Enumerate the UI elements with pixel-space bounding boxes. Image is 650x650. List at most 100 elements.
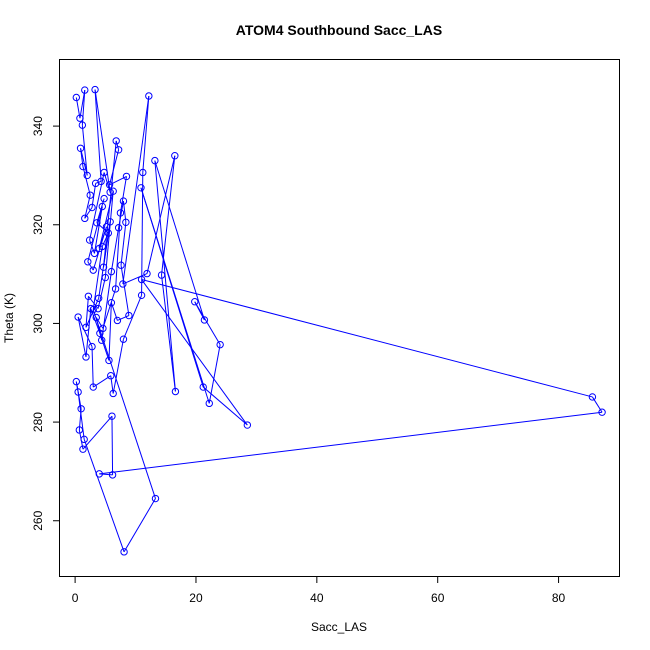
data-point: [122, 172, 131, 181]
data-point: [137, 275, 146, 284]
series-segment: [84, 195, 91, 219]
data-point: [72, 377, 81, 386]
data-point: [90, 249, 99, 258]
data-point: [77, 405, 85, 413]
series-segment: [94, 89, 111, 193]
series-segment: [112, 339, 124, 394]
data-point: [200, 316, 209, 324]
series-segment: [101, 271, 112, 341]
data-point: [76, 144, 85, 153]
data-point: [84, 292, 93, 300]
series-segment: [82, 415, 113, 450]
series-segment: [111, 416, 114, 475]
series-segment: [117, 315, 130, 321]
x-tick-label: 40: [310, 591, 324, 605]
series-segment: [83, 439, 125, 552]
data-point: [84, 258, 92, 266]
y-tick-label: 260: [31, 510, 45, 530]
data-point: [117, 261, 125, 269]
series-segment: [94, 89, 102, 182]
data-point: [116, 209, 125, 217]
series-segment: [84, 207, 93, 219]
data-point: [93, 219, 101, 227]
series-segment: [87, 261, 94, 271]
series-segment: [141, 279, 248, 426]
data-point: [91, 85, 99, 94]
series-segment: [120, 222, 127, 266]
data-point: [205, 399, 213, 408]
data-point: [99, 263, 108, 271]
series-segment: [122, 95, 150, 285]
data-point: [216, 340, 224, 349]
series-segment: [77, 391, 85, 440]
data-point: [109, 187, 117, 195]
series-segment: [77, 316, 87, 358]
data-point: [139, 168, 147, 177]
data-point: [78, 121, 87, 129]
series-segment: [85, 308, 92, 358]
series-segment: [95, 317, 104, 329]
data-point: [79, 445, 87, 453]
data-point: [89, 266, 97, 274]
data-point: [107, 299, 116, 307]
data-point: [100, 168, 108, 177]
data-point: [82, 323, 90, 332]
series-segment: [92, 309, 156, 499]
series-segment: [91, 346, 94, 388]
series-segment: [89, 172, 105, 241]
data-point: [75, 426, 84, 434]
y-tick-label: 300: [31, 313, 45, 333]
data-point: [598, 408, 606, 416]
data-point: [199, 383, 207, 391]
series-segment: [92, 246, 103, 310]
data-point: [95, 470, 103, 478]
x-tick-label: 20: [189, 591, 203, 605]
data-point: [145, 92, 153, 100]
data-point: [106, 188, 114, 196]
data-point: [89, 383, 97, 391]
series-segment: [104, 191, 114, 278]
data-point: [119, 197, 128, 205]
series-segment: [80, 148, 88, 176]
x-tick-label: 60: [431, 591, 445, 605]
data-point: [151, 494, 160, 503]
data-point: [120, 548, 128, 556]
y-axis-label: Theta (K): [2, 293, 16, 343]
data-point: [88, 203, 96, 212]
data-point: [98, 242, 107, 251]
data-point: [114, 224, 123, 232]
data-point: [105, 356, 113, 365]
x-axis-label: Sacc_LAS: [311, 620, 367, 634]
series-segment: [146, 155, 176, 274]
data-point: [143, 269, 151, 278]
series-segment: [101, 232, 109, 247]
series-segment: [85, 296, 89, 328]
series-segment: [96, 198, 105, 223]
data-point: [122, 218, 130, 226]
x-axis: 0 20 40 60 80: [72, 576, 566, 605]
series-segment: [120, 265, 130, 316]
data-point: [97, 336, 106, 344]
data-point: [114, 146, 123, 154]
series-segment: [109, 149, 120, 185]
data-point: [105, 181, 114, 189]
series-segment: [118, 200, 124, 228]
data-point: [137, 291, 146, 300]
series-segment: [161, 275, 176, 392]
data-point: [588, 393, 597, 401]
data-point: [94, 304, 102, 313]
series-segment: [87, 206, 103, 262]
chart-title: ATOM4 Southbound Sacc_LAS: [236, 22, 442, 38]
data-point: [72, 93, 81, 102]
series-segment: [98, 191, 114, 249]
data-point: [111, 285, 120, 293]
data-point: [100, 194, 108, 203]
data-point: [80, 435, 88, 444]
series-segment: [119, 176, 127, 214]
series-segment: [115, 140, 120, 150]
data-point: [109, 389, 117, 398]
data-point: [88, 342, 96, 351]
data-point: [243, 421, 252, 429]
data-point: [74, 313, 82, 321]
